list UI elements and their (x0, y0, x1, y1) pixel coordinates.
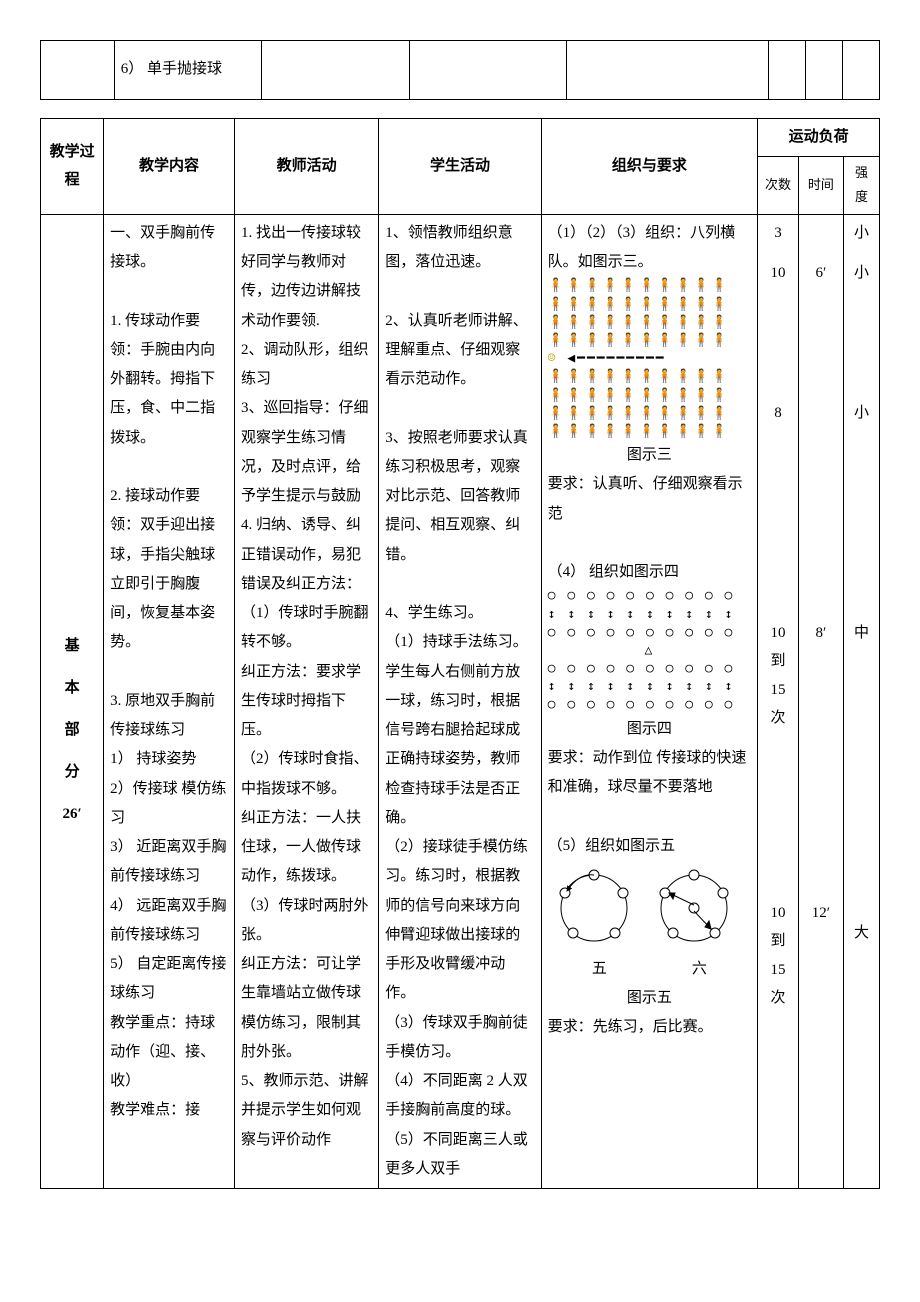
load-value: 中 (850, 619, 873, 739)
diagram-caption: 图示三 (548, 441, 752, 470)
top-fragment-table: 6） 单手抛接球 (40, 40, 880, 100)
col-subheader-count: 次数 (758, 156, 799, 214)
formation-diagram-3: 🧍🧍🧍🧍🧍🧍🧍🧍🧍🧍 🧍🧍🧍🧍🧍🧍🧍🧍🧍🧍 🧍🧍🧍🧍🧍🧍🧍🧍🧍🧍 🧍🧍🧍🧍🧍🧍🧍… (548, 277, 752, 441)
cell (41, 41, 115, 100)
load-value (764, 459, 792, 619)
load-value: 8′ (805, 619, 837, 739)
load-value (805, 459, 837, 619)
load-value: 小 (850, 259, 873, 319)
load-value (850, 319, 873, 399)
table-row: 基 本 部 分 26′ 一、双手胸前传接球。 1. 传球动作要领：手腕由内向外翻… (41, 214, 880, 1188)
section-label-char: 本 (47, 667, 97, 709)
col-header-load: 运动负荷 (758, 119, 880, 157)
load-value (805, 219, 837, 259)
load-value: 12′ (805, 899, 837, 928)
teacher-activity-cell: 1. 找出一传接球较好同学与教师对传，边传边讲解技术动作要领. 2、调动队形，组… (234, 214, 378, 1188)
load-value (850, 459, 873, 619)
section-label-char: 部 (47, 709, 97, 751)
student-activity-cell: 1、领悟教师组织意图，落位迅速。 2、认真听老师讲解、理解重点、仔细观察看示范动… (379, 214, 541, 1188)
table-header-row: 教学过程 教学内容 教师活动 学生活动 组织与要求 运动负荷 (41, 119, 880, 157)
col-subheader-intensity: 强度 (843, 156, 879, 214)
section-label: 基 本 部 分 26′ (41, 214, 104, 1188)
col-header-teacher: 教师活动 (234, 119, 378, 215)
formation-diagram-4: ○ ○ ○ ○ ○ ○ ○ ○ ○ ○ ↕ ↕ ↕ ↕ ↕ ↕ ↕ ↕ ↕ ↕ … (548, 587, 752, 714)
org-text: 要求：动作到位 传接球的快速和准确，球尽量不要落地 (548, 744, 752, 803)
org-text: （1）（2）（3）组织：八列横队。如图示三。 (548, 219, 752, 278)
col-subheader-time: 时间 (798, 156, 843, 214)
load-value: 6′ (805, 259, 837, 339)
org-text: （4） 组织如图示四 (548, 558, 752, 587)
load-value (805, 399, 837, 459)
load-value: 10 (764, 259, 792, 319)
diagram-sublabel: 五 (592, 955, 607, 984)
col-header-content: 教学内容 (104, 119, 235, 215)
load-value (764, 319, 792, 399)
load-value: 小 (850, 219, 873, 259)
cell: 6） 单手抛接球 (114, 41, 262, 100)
col-header-student: 学生活动 (379, 119, 541, 215)
smiley-icon: ☺ (548, 351, 558, 366)
load-intensity-cell: 小 小 小 中 大 (843, 214, 879, 1188)
load-time-cell: 6′ 8′ 12′ (798, 214, 843, 1188)
col-header-org: 组织与要求 (541, 119, 758, 215)
diagram-caption: 图示五 (548, 984, 752, 1013)
cell (806, 41, 843, 100)
section-label-char: 26′ (47, 793, 97, 835)
load-value: 8 (764, 399, 792, 459)
section-label-char: 分 (47, 751, 97, 793)
load-count-cell: 3 10 8 10 到 15 次 10 到 15 次 (758, 214, 799, 1188)
load-value (850, 739, 873, 919)
org-text: 要求：先练习，后比赛。 (548, 1013, 752, 1042)
org-text: （5）组织如图示五 (548, 832, 752, 861)
section-label-char: 基 (47, 625, 97, 667)
load-value: 3 (764, 219, 792, 259)
load-value: 大 (850, 919, 873, 948)
formation-diagram-5: 五 六 (548, 863, 752, 984)
organization-cell: （1）（2）（3）组织：八列横队。如图示三。 🧍🧍🧍🧍🧍🧍🧍🧍🧍🧍 🧍🧍🧍🧍🧍🧍… (541, 214, 758, 1188)
org-text: 要求：认真听、仔细观察看示范 (548, 470, 752, 529)
col-header-process: 教学过程 (41, 119, 104, 215)
teaching-content-cell: 一、双手胸前传接球。 1. 传球动作要领：手腕由内向外翻转。拇指下压，食、中二指… (104, 214, 235, 1188)
formation-svg (549, 863, 749, 953)
load-value: 10 到 15 次 (764, 899, 792, 1013)
load-value (805, 739, 837, 899)
load-value: 10 到 15 次 (764, 619, 792, 739)
load-value (764, 739, 792, 899)
main-lesson-table: 教学过程 教学内容 教师活动 学生活动 组织与要求 运动负荷 次数 时间 强度 … (40, 118, 880, 1189)
cell (409, 41, 566, 100)
table-row: 6） 单手抛接球 (41, 41, 880, 100)
load-value: 小 (850, 399, 873, 459)
cell (262, 41, 410, 100)
load-value (805, 339, 837, 399)
diagram-caption: 图示四 (548, 715, 752, 744)
cell (769, 41, 806, 100)
cell (566, 41, 769, 100)
cell (843, 41, 880, 100)
diagram-sublabel: 六 (692, 955, 707, 984)
